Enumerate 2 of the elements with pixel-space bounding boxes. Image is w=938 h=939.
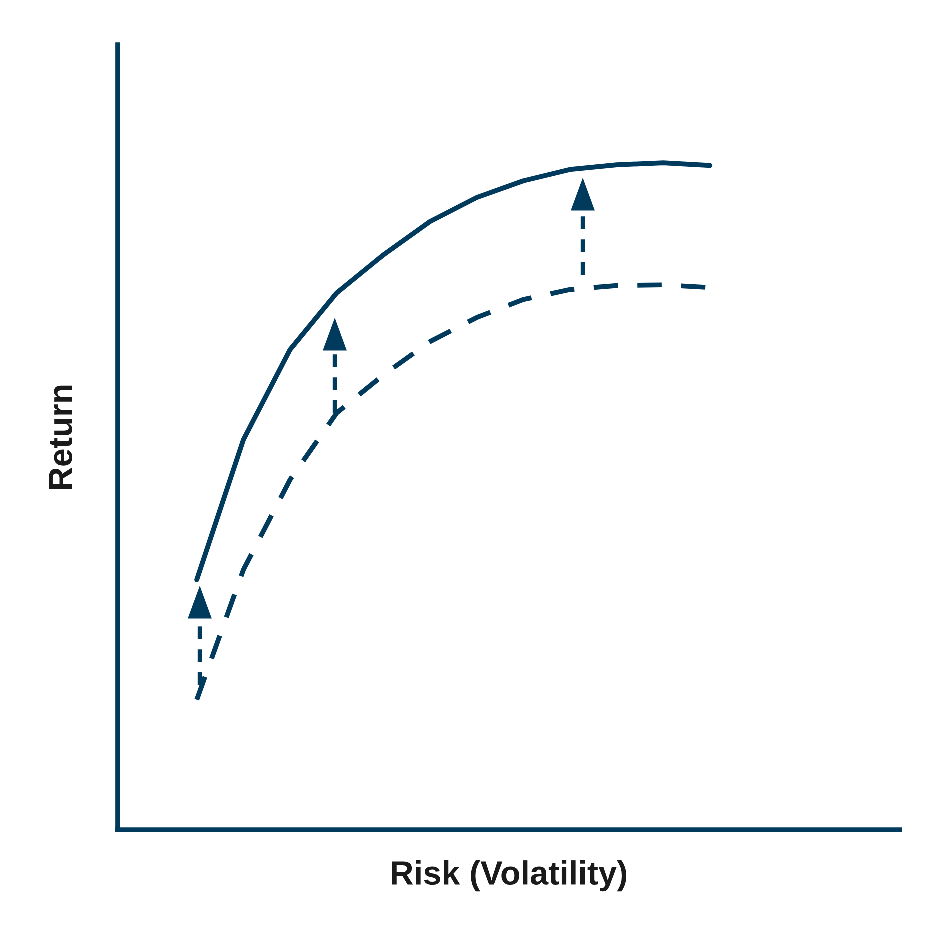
x-axis-title: Risk (Volatility): [392, 860, 627, 892]
y-axis-title: Return: [49, 386, 73, 489]
